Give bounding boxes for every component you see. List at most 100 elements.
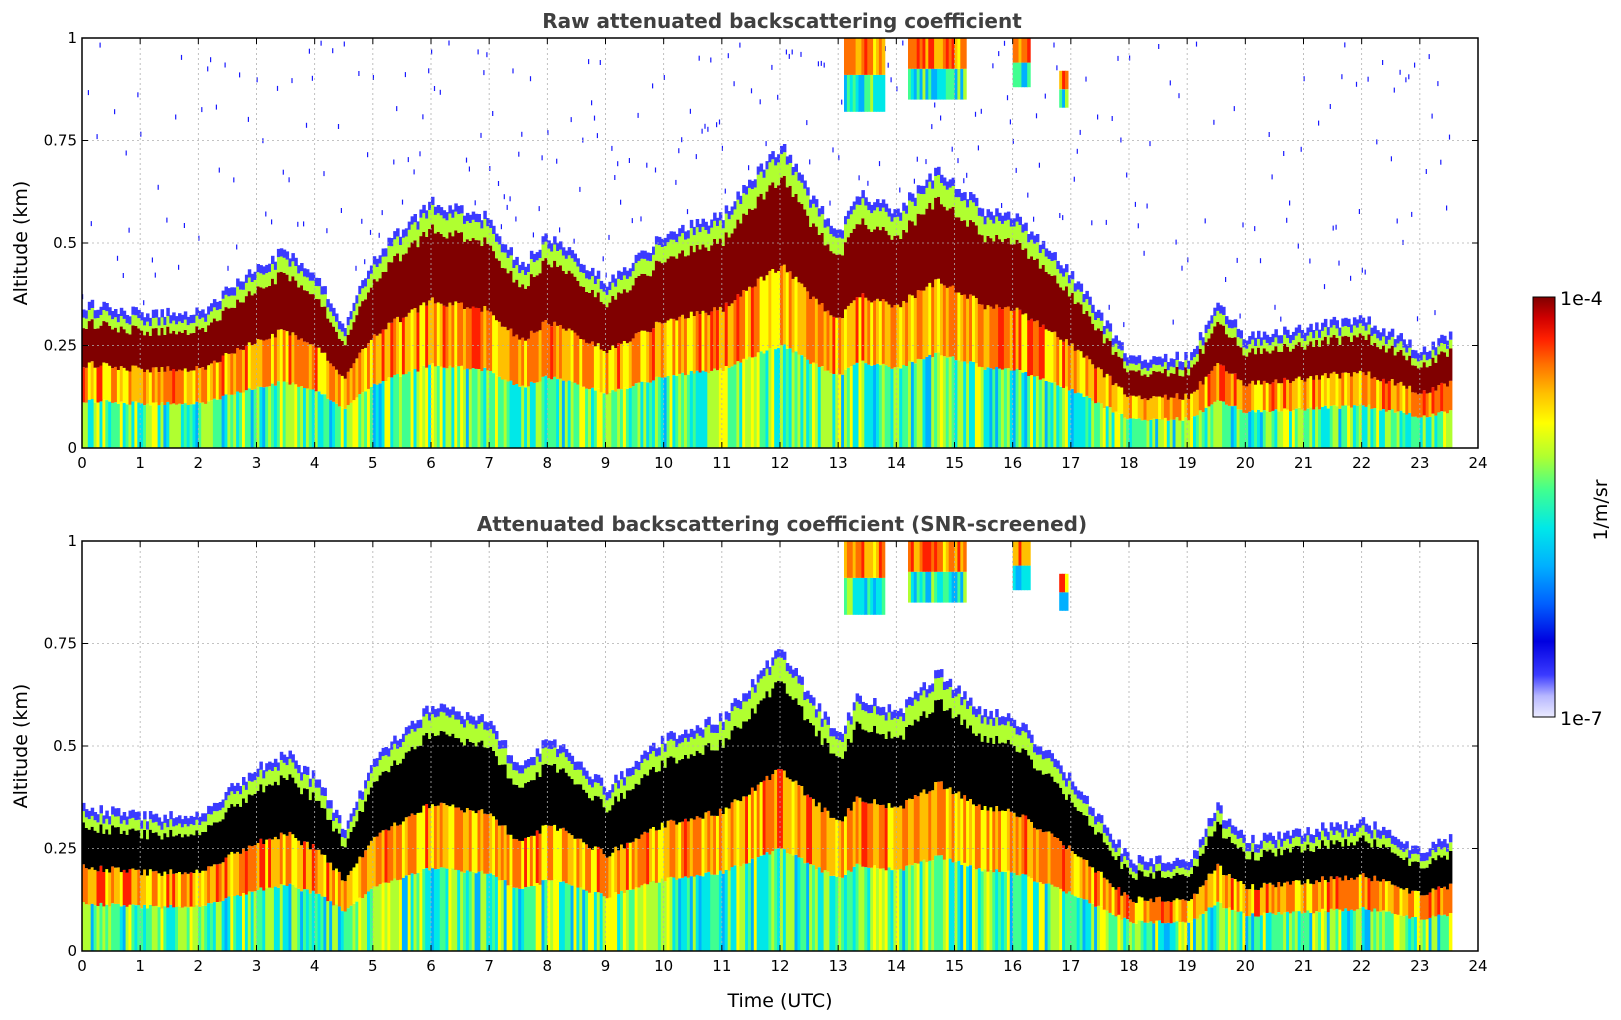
heatmap-cell bbox=[806, 698, 810, 720]
heatmap-cell bbox=[1129, 859, 1133, 868]
heatmap-cell bbox=[1239, 347, 1243, 381]
heatmap-cell bbox=[678, 735, 682, 744]
heatmap-cell bbox=[148, 317, 153, 327]
heatmap-cell bbox=[1251, 348, 1255, 381]
heatmap-cell bbox=[1222, 820, 1226, 829]
panel1-y-label: Altitude (km) bbox=[10, 181, 32, 306]
heatmap-cell bbox=[835, 876, 839, 951]
heatmap-cell bbox=[474, 307, 479, 369]
heatmap-cell bbox=[1283, 840, 1287, 850]
heatmap-cell bbox=[1408, 347, 1412, 356]
heatmap-cell bbox=[1091, 816, 1095, 827]
heatmap-cell bbox=[614, 286, 618, 300]
heatmap-cell bbox=[678, 760, 682, 823]
heatmap-cell bbox=[486, 310, 490, 371]
heatmap-cell bbox=[707, 315, 711, 373]
heatmap-cell bbox=[992, 308, 996, 370]
cloud-cell bbox=[1065, 89, 1069, 108]
heatmap-cell bbox=[878, 734, 883, 805]
heatmap-cell bbox=[419, 305, 423, 368]
heatmap-cell bbox=[82, 822, 86, 865]
heatmap-cell bbox=[279, 329, 284, 381]
heatmap-cell bbox=[567, 255, 572, 271]
heatmap-cell bbox=[864, 711, 868, 731]
heatmap-cell bbox=[497, 260, 502, 322]
heatmap-cell bbox=[1216, 400, 1220, 448]
noise-speck bbox=[966, 172, 968, 178]
heatmap-cell bbox=[273, 385, 278, 448]
heatmap-cell bbox=[672, 757, 676, 821]
heatmap-cell bbox=[637, 260, 641, 276]
heatmap-cell bbox=[844, 309, 848, 370]
heatmap-cell bbox=[474, 720, 479, 729]
heatmap-cell bbox=[294, 783, 298, 838]
heatmap-cell bbox=[1248, 352, 1252, 384]
heatmap-cell bbox=[157, 873, 162, 908]
heatmap-cell bbox=[1003, 725, 1008, 744]
heatmap-cell bbox=[625, 388, 630, 448]
heatmap-cell bbox=[1286, 830, 1290, 839]
heatmap-cell bbox=[428, 808, 432, 871]
heatmap-cell bbox=[963, 361, 967, 448]
heatmap-cell bbox=[256, 776, 260, 791]
heatmap-cell bbox=[762, 280, 767, 354]
heatmap-cell bbox=[782, 849, 787, 951]
heatmap-cell bbox=[544, 233, 548, 242]
heatmap-cell bbox=[1056, 887, 1060, 951]
heatmap-cell bbox=[448, 205, 452, 214]
heatmap-cell bbox=[876, 706, 880, 715]
heatmap-cell bbox=[419, 727, 423, 746]
heatmap-cell bbox=[1158, 418, 1162, 448]
heatmap-cell bbox=[1140, 864, 1145, 872]
heatmap-cell bbox=[1134, 873, 1139, 880]
noise-speck bbox=[512, 68, 514, 74]
heatmap-cell bbox=[425, 305, 429, 368]
noise-speck bbox=[233, 177, 235, 183]
heatmap-cell bbox=[268, 784, 272, 839]
heatmap-cell bbox=[1265, 334, 1270, 343]
heatmap-cell bbox=[858, 297, 862, 363]
cloud-cell bbox=[957, 68, 961, 100]
heatmap-cell bbox=[620, 844, 624, 891]
heatmap-cell bbox=[692, 235, 697, 253]
heatmap-cell bbox=[689, 228, 694, 246]
heatmap-cell bbox=[285, 780, 290, 836]
heatmap-cell bbox=[401, 821, 406, 878]
heatmap-cell bbox=[698, 223, 703, 233]
heatmap-cell bbox=[780, 154, 784, 178]
heatmap-cell bbox=[646, 275, 650, 332]
heatmap-cell bbox=[1169, 902, 1174, 924]
heatmap-cell bbox=[902, 210, 906, 230]
heatmap-cell bbox=[454, 203, 458, 212]
heatmap-cell bbox=[934, 782, 938, 856]
heatmap-cell bbox=[820, 718, 825, 727]
heatmap-cell bbox=[1012, 244, 1017, 311]
heatmap-cell bbox=[1091, 826, 1095, 868]
noise-speck bbox=[1146, 203, 1148, 209]
heatmap-cell bbox=[480, 714, 484, 723]
heatmap-cell bbox=[768, 780, 772, 855]
heatmap-cell bbox=[1291, 410, 1296, 448]
heatmap-cell bbox=[1137, 418, 1142, 448]
heatmap-cell bbox=[172, 836, 176, 874]
heatmap-cell bbox=[957, 693, 961, 715]
heatmap-cell bbox=[367, 343, 371, 389]
heatmap-cell bbox=[96, 318, 100, 329]
heatmap-cell bbox=[180, 827, 185, 838]
heatmap-cell bbox=[684, 876, 688, 951]
heatmap-cell bbox=[509, 755, 513, 764]
heatmap-cell bbox=[1027, 738, 1031, 756]
heatmap-cell bbox=[105, 400, 109, 448]
heatmap-cell bbox=[250, 846, 255, 892]
x-tick-label: 12 bbox=[770, 454, 789, 472]
heatmap-cell bbox=[858, 703, 862, 724]
heatmap-cell bbox=[422, 805, 426, 869]
heatmap-cell bbox=[954, 292, 958, 361]
heatmap-cell bbox=[358, 810, 362, 857]
heatmap-cell bbox=[1117, 839, 1121, 848]
heatmap-cell bbox=[777, 162, 781, 186]
heatmap-cell bbox=[576, 258, 580, 267]
heatmap-cell bbox=[407, 371, 412, 448]
heatmap-cell bbox=[1257, 890, 1261, 917]
heatmap-cell bbox=[1143, 922, 1147, 951]
